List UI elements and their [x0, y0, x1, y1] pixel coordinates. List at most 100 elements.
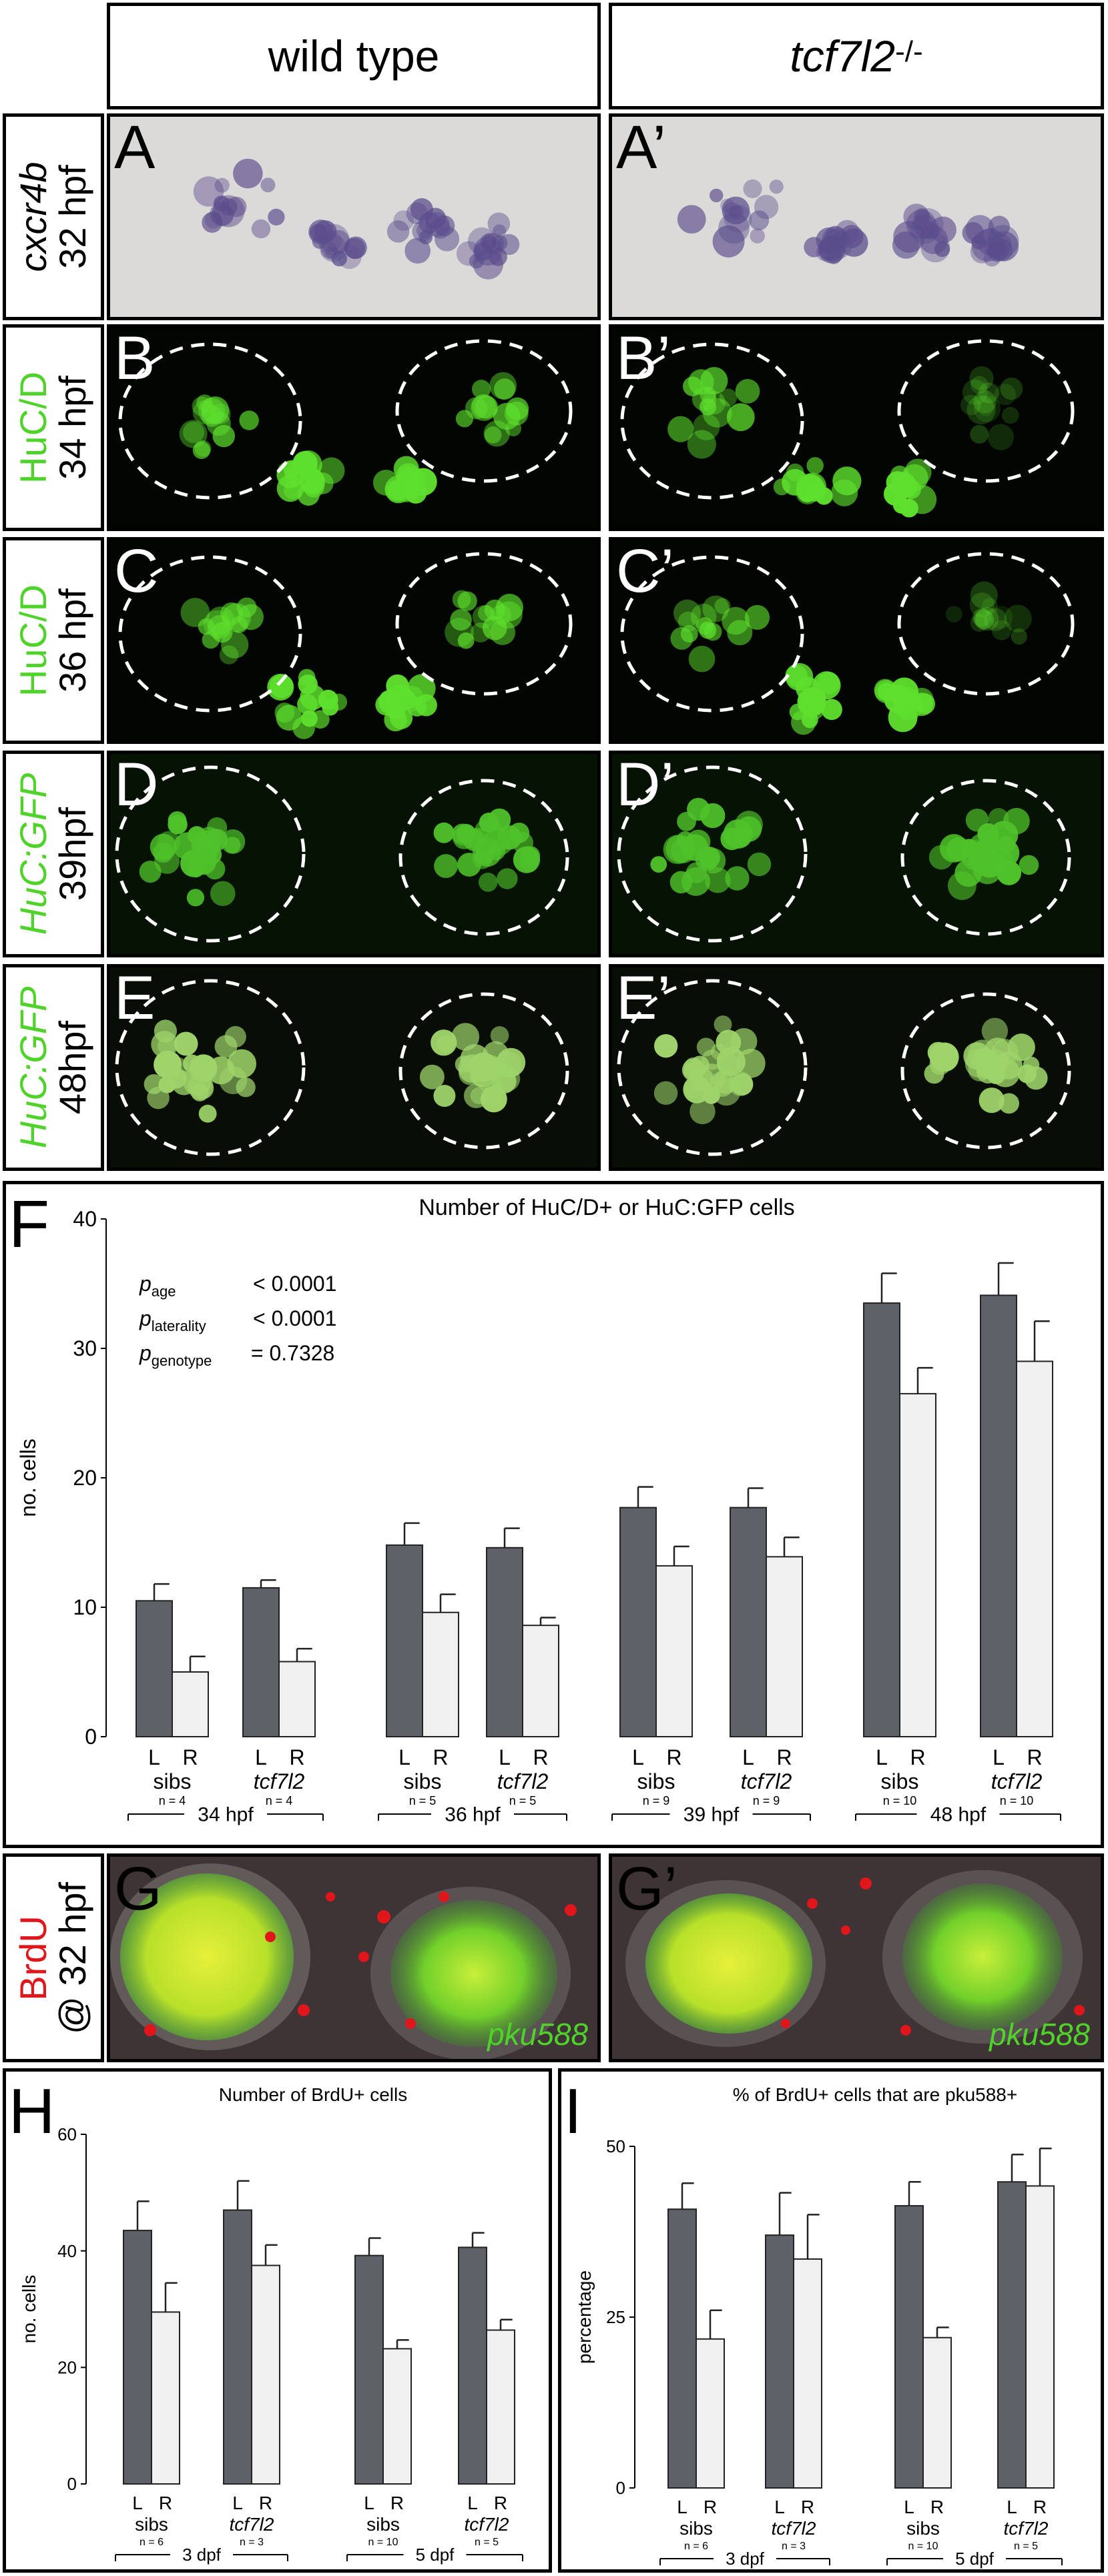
header-mutant: tcf7l2 -/-	[609, 3, 1104, 109]
panel-g-prime-image	[612, 1857, 1101, 2059]
panel-g: G pku588	[107, 1853, 601, 2062]
bar-r	[922, 2336, 952, 2489]
group-label: tcf7l2	[497, 1769, 549, 1793]
header-wild-type: wild type	[107, 3, 601, 109]
panel-g-prime: G’ pku588	[609, 1853, 1104, 2062]
n-label: n = 3	[240, 2537, 264, 2548]
series-label: R	[289, 1745, 304, 1769]
row-label-text: HuC/D 34 hpf	[12, 371, 93, 484]
series-label: R	[533, 1745, 548, 1769]
bar-r	[382, 2348, 412, 2485]
y-axis-label: percentage	[574, 2270, 595, 2364]
header-mutant-gene: tcf7l2	[790, 31, 896, 81]
bar-l	[863, 1302, 900, 1738]
series-label: L	[148, 1745, 160, 1769]
series-label: L	[1007, 2497, 1017, 2517]
header-wild-type-label: wild type	[268, 31, 440, 81]
panel-image	[110, 328, 597, 528]
bar-r	[278, 1661, 316, 1737]
panel-c-prime: C’	[609, 537, 1104, 744]
panel-d-prime: D’	[609, 751, 1104, 957]
panel-letter: B	[114, 324, 156, 392]
chart-title: % of BrdU+ cells that are pku588+	[733, 2084, 1017, 2105]
panel-letter: C	[114, 537, 159, 605]
series-label: L	[774, 2497, 785, 2517]
series-label: R	[930, 2497, 944, 2517]
group-label: sibs	[366, 2514, 400, 2535]
series-label: L	[364, 2493, 374, 2513]
bar-r	[1025, 2185, 1055, 2489]
y-axis-label: no. cells	[19, 2275, 39, 2344]
row-label-text: HuC/D 36 hpf	[12, 584, 93, 697]
panel-letter: C’	[616, 537, 674, 605]
bar-l	[997, 2181, 1027, 2489]
row-stage: 34 hpf	[51, 376, 93, 480]
panel-image	[612, 967, 1101, 1168]
series-label: L	[232, 2493, 243, 2513]
row-c-label: HuC/D 36 hpf	[3, 537, 104, 744]
series-label: R	[182, 1745, 198, 1769]
stage-label: 48 hpf	[930, 1804, 987, 1826]
bar-l	[386, 1544, 423, 1737]
series-label: L	[993, 1745, 1005, 1769]
group-label: tcf7l2	[991, 1769, 1043, 1793]
header-mutant-superscript: -/-	[895, 35, 923, 68]
bar-r	[522, 1625, 559, 1737]
bar-l	[980, 1294, 1017, 1737]
bar-l	[667, 2208, 697, 2489]
y-tick-label: 0	[616, 2478, 625, 2498]
n-label: n = 4	[266, 1794, 293, 1807]
series-label: R	[910, 1745, 925, 1769]
stat-line: pgenotype = 0.7328	[139, 1341, 334, 1369]
stat-line: page < 0.0001	[139, 1272, 336, 1300]
bar-l	[486, 1547, 523, 1737]
y-tick-label: 20	[73, 1466, 97, 1490]
row-stage: 32 hpf	[51, 165, 93, 269]
series-label: L	[632, 1745, 644, 1769]
n-label: n = 6	[140, 2537, 164, 2548]
series-label: R	[494, 2493, 507, 2513]
y-tick-label: 0	[85, 1725, 97, 1749]
panel-letter: A’	[616, 113, 666, 181]
panel-g-prime-pku: pku588	[989, 2017, 1090, 2052]
panel-letter: E	[114, 964, 156, 1032]
bar-l	[894, 2205, 924, 2489]
y-tick-label: 25	[606, 2307, 625, 2327]
row-b-label: HuC/D 34 hpf	[3, 324, 104, 531]
series-label: R	[704, 2497, 717, 2517]
group-label: sibs	[881, 1769, 919, 1793]
bar-r	[486, 2329, 515, 2485]
bar-l	[619, 1507, 657, 1737]
stage-label: 5 dpf	[955, 2549, 995, 2569]
y-tick-label: 0	[67, 2474, 77, 2494]
panel-letter: D	[114, 751, 159, 819]
panel-e: E	[107, 964, 601, 1171]
stage-label: 3 dpf	[726, 2549, 765, 2569]
series-label: L	[677, 2497, 687, 2517]
chart-i: % of BrdU+ cells that are pku588+ 0 25 50 pe…	[564, 2076, 1063, 2569]
panel-letter: D’	[616, 751, 674, 819]
bar-l	[223, 2209, 252, 2485]
n-label: n = 10	[883, 1794, 917, 1807]
bar-l	[458, 2246, 487, 2485]
stat-line: platerality < 0.0001	[139, 1306, 336, 1334]
bar-l	[354, 2254, 384, 2485]
n-label: n = 5	[409, 1794, 437, 1807]
row-stage: 39hpf	[51, 807, 93, 901]
stage-label: 34 hpf	[198, 1804, 254, 1826]
panel-image	[110, 117, 597, 317]
panel-a: A	[107, 113, 601, 320]
panel-g-image	[110, 1857, 597, 2059]
n-label: n = 5	[1014, 2541, 1038, 2552]
n-label: n = 5	[509, 1794, 537, 1807]
stage-label: 39 hpf	[683, 1804, 740, 1826]
series-label: R	[259, 2493, 272, 2513]
series-label: R	[390, 2493, 404, 2513]
stage-label: 36 hpf	[445, 1804, 501, 1826]
bar-l	[765, 2234, 794, 2489]
bar-r	[422, 1611, 459, 1738]
n-label: n = 3	[782, 2541, 806, 2552]
series-label: L	[499, 1745, 511, 1769]
row-marker: HuC/D	[12, 584, 55, 697]
row-marker: HuC/D	[12, 371, 55, 484]
